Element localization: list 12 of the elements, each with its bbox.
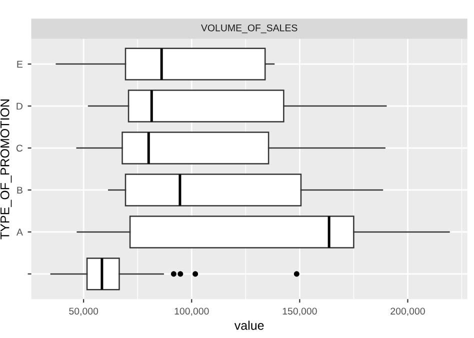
x-tick-label: 50,000: [69, 308, 98, 316]
x-tick-label: 150,000: [282, 308, 317, 316]
x-tick-label: 100,000: [174, 308, 209, 316]
x-tick-label: 200,000: [390, 308, 425, 316]
chart-title: VOLUME_OF_SALES: [201, 24, 298, 34]
x-axis-title: value: [234, 320, 264, 330]
y-tick-label: D: [16, 102, 22, 110]
y-tick-label: A: [16, 228, 23, 236]
y-tick-label: E: [17, 60, 23, 68]
y-axis-title: TYPE_OF_PROMOTION: [0, 100, 12, 240]
y-tick-label: C: [16, 144, 23, 152]
y-tick-label: B: [17, 186, 22, 194]
